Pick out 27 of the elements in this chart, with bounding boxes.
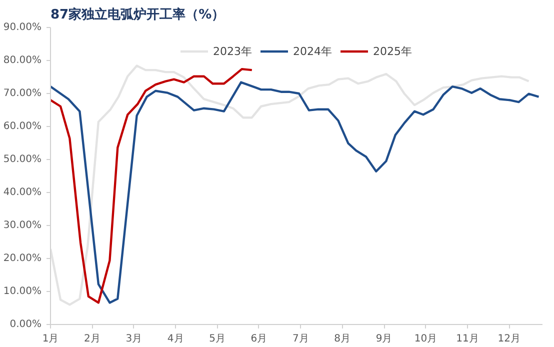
x-tick-label: 4月 <box>167 334 184 344</box>
x-tick-label: 11月 <box>456 334 479 344</box>
y-tick-label: 20.00% <box>3 253 42 264</box>
y-tick-label: 50.00% <box>3 154 42 165</box>
y-tick-label: 90.00% <box>3 22 42 33</box>
legend-label: 2025年 <box>373 44 412 58</box>
x-tick-label: 2月 <box>84 334 100 344</box>
chart-title: 87家独立电弧炉开工率（%） <box>50 6 225 22</box>
y-tick-label: 70.00% <box>3 88 42 99</box>
x-tick-label: 5月 <box>209 334 226 344</box>
line-series <box>50 68 253 304</box>
x-tick-label: 12月 <box>498 334 521 344</box>
y-tick-label: 40.00% <box>3 187 42 198</box>
y-tick-label: 10.00% <box>3 286 42 297</box>
x-tick-label: 3月 <box>126 334 142 344</box>
x-tick-label: 10月 <box>414 334 438 344</box>
x-tick-label: 7月 <box>292 334 309 344</box>
y-tick-label: 30.00% <box>3 220 42 231</box>
x-tick-label: 8月 <box>334 334 351 344</box>
y-tick-label: 0.00% <box>10 319 42 330</box>
legend-label: 2024年 <box>293 44 332 58</box>
y-tick-label: 80.00% <box>3 55 42 66</box>
legend-label: 2023年 <box>213 44 252 58</box>
x-tick-label: 9月 <box>376 334 392 344</box>
x-tick-label: 1月 <box>42 334 59 344</box>
y-tick-label: 60.00% <box>3 121 42 132</box>
x-tick-label: 6月 <box>250 334 268 344</box>
